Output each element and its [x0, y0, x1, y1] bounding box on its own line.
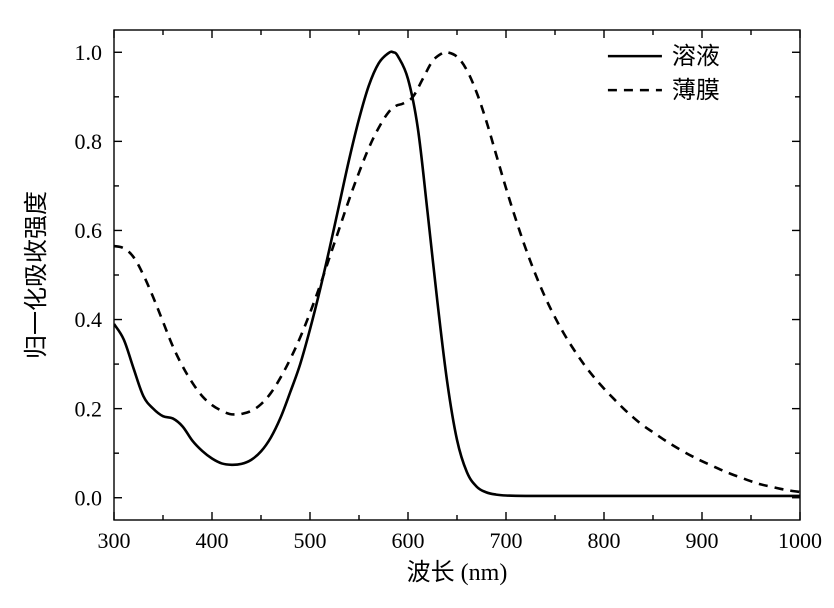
y-axis-label: 归一化吸收强度: [23, 191, 50, 359]
absorption-spectrum-chart: 300 400 500 600 700 800 900 1000 0.0 0.2 0.4 0.6 0.8…: [0, 0, 834, 608]
chart-container: 300 400 500 600 700 800 900 1000 0.0 0.2 0.4 0.6 0.8…: [0, 0, 834, 608]
x-tick-label: 900: [686, 528, 719, 553]
x-tick-label: 300: [98, 528, 131, 553]
legend-label-1: 薄膜: [672, 77, 720, 104]
x-tick-label: 700: [490, 528, 523, 553]
y-tick-label: 1.0: [75, 40, 103, 65]
x-tick-label: 500: [294, 528, 327, 553]
legend-label-0: 溶液: [672, 43, 720, 70]
x-tick-label: 800: [588, 528, 621, 553]
y-tick-label: 0.6: [75, 218, 103, 243]
x-axis-label: 波长 (nm): [407, 559, 508, 586]
x-tick-label: 1000: [778, 528, 822, 553]
y-tick-label: 0.8: [75, 129, 103, 154]
y-tick-label: 0.2: [75, 396, 103, 421]
x-tick-label: 600: [392, 528, 425, 553]
y-tick-label: 0.0: [75, 485, 103, 510]
y-tick-label: 0.4: [75, 307, 103, 332]
x-tick-label: 400: [196, 528, 229, 553]
